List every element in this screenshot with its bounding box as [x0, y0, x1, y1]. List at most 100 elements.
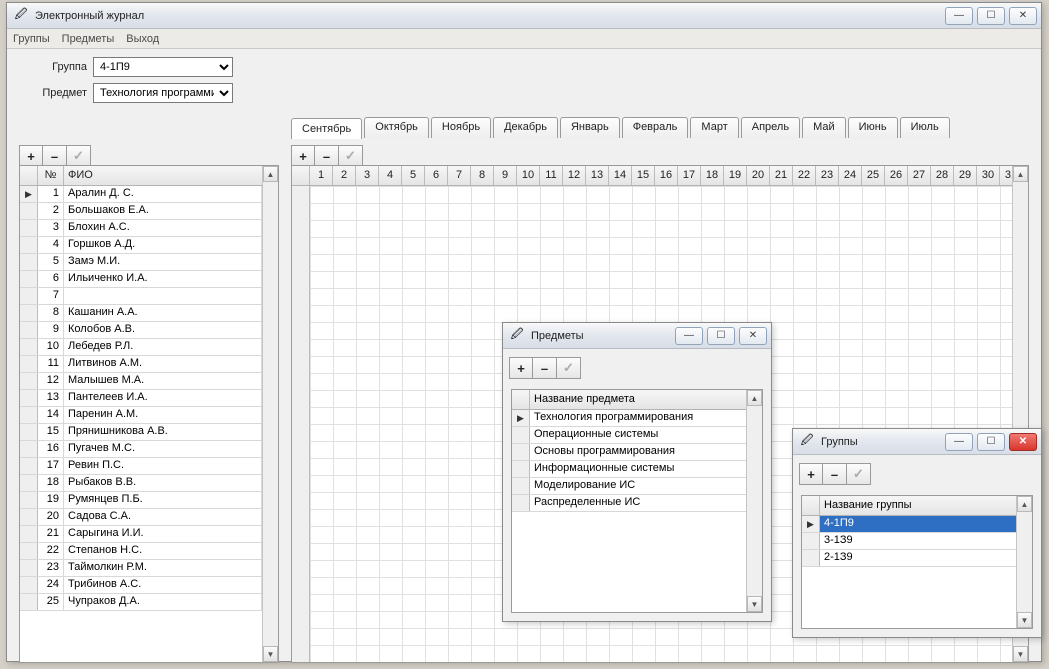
tab-month[interactable]: Сентябрь: [291, 118, 362, 139]
day-header-cell[interactable]: 1: [310, 166, 333, 185]
day-header-cell[interactable]: 8: [471, 166, 494, 185]
table-row[interactable]: 2Большаков Е.А.: [20, 203, 262, 220]
table-row[interactable]: ▶1Аралин Д. С.: [20, 186, 262, 203]
table-row[interactable]: 11Литвинов А.М.: [20, 356, 262, 373]
day-header-cell[interactable]: 28: [931, 166, 954, 185]
day-header-cell[interactable]: 5: [402, 166, 425, 185]
day-header-cell[interactable]: 9: [494, 166, 517, 185]
groups-remove-button[interactable]: –: [823, 463, 847, 485]
table-row[interactable]: 25Чупраков Д.А.: [20, 594, 262, 611]
day-header-cell[interactable]: 3: [356, 166, 379, 185]
table-row[interactable]: 19Румянцев П.Б.: [20, 492, 262, 509]
list-item[interactable]: Операционные системы: [512, 427, 762, 444]
table-row[interactable]: 12Малышев М.А.: [20, 373, 262, 390]
day-header-cell[interactable]: 26: [885, 166, 908, 185]
list-item[interactable]: Моделирование ИС: [512, 478, 762, 495]
list-item[interactable]: Основы программирования: [512, 444, 762, 461]
day-header-cell[interactable]: 24: [839, 166, 862, 185]
right-add-button[interactable]: +: [291, 145, 315, 167]
subjects-scroll-down[interactable]: ▼: [747, 596, 762, 612]
day-header-cell[interactable]: 29: [954, 166, 977, 185]
left-edit-button[interactable]: ✓: [67, 145, 91, 167]
groups-close-button[interactable]: ✕: [1009, 433, 1037, 451]
menu-exit[interactable]: Выход: [126, 33, 159, 45]
day-header-cell[interactable]: 25: [862, 166, 885, 185]
menu-groups[interactable]: Группы: [13, 33, 50, 45]
table-row[interactable]: 6Ильиченко И.А.: [20, 271, 262, 288]
group-combo[interactable]: 4-1П9: [93, 57, 233, 77]
list-item[interactable]: Информационные системы: [512, 461, 762, 478]
day-header-cell[interactable]: 23: [816, 166, 839, 185]
day-header-cell[interactable]: 20: [747, 166, 770, 185]
day-header-cell[interactable]: 11: [540, 166, 563, 185]
day-header-cell[interactable]: 30: [977, 166, 1000, 185]
tab-month[interactable]: Февраль: [622, 117, 689, 138]
table-row[interactable]: 9Колобов А.В.: [20, 322, 262, 339]
groups-scroll-down[interactable]: ▼: [1017, 612, 1032, 628]
table-row[interactable]: 3Блохин А.С.: [20, 220, 262, 237]
day-header-cell[interactable]: 19: [724, 166, 747, 185]
day-header-cell[interactable]: 13: [586, 166, 609, 185]
tab-month[interactable]: Март: [690, 117, 738, 138]
table-row[interactable]: 4Горшков А.Д.: [20, 237, 262, 254]
tab-month[interactable]: Июнь: [848, 117, 898, 138]
table-row[interactable]: 14Паренин А.М.: [20, 407, 262, 424]
groups-maximize-button[interactable]: ☐: [977, 433, 1005, 451]
calendar-scroll-down[interactable]: ▼: [1013, 646, 1028, 662]
minimize-button[interactable]: —: [945, 7, 973, 25]
scroll-down-button[interactable]: ▼: [263, 646, 278, 662]
left-add-button[interactable]: +: [19, 145, 43, 167]
day-header-cell[interactable]: 15: [632, 166, 655, 185]
list-item[interactable]: 3-1З9: [802, 533, 1032, 550]
tab-month[interactable]: Ноябрь: [431, 117, 491, 138]
subject-combo[interactable]: Технология программир: [93, 83, 233, 103]
table-row[interactable]: 18Рыбаков В.В.: [20, 475, 262, 492]
right-edit-button[interactable]: ✓: [339, 145, 363, 167]
groups-minimize-button[interactable]: —: [945, 433, 973, 451]
groups-col-header[interactable]: Название группы: [820, 496, 1032, 515]
subjects-col-header[interactable]: Название предмета: [530, 390, 762, 409]
calendar-scroll-up[interactable]: ▲: [1013, 166, 1028, 182]
table-row[interactable]: 20Садова С.А.: [20, 509, 262, 526]
day-header-cell[interactable]: 22: [793, 166, 816, 185]
maximize-button[interactable]: ☐: [977, 7, 1005, 25]
col-num[interactable]: №: [38, 166, 64, 185]
table-row[interactable]: 16Пугачев М.С.: [20, 441, 262, 458]
subjects-scrollbar[interactable]: ▲ ▼: [746, 390, 762, 612]
students-scrollbar[interactable]: ▲ ▼: [262, 166, 278, 662]
tab-month[interactable]: Декабрь: [493, 117, 558, 138]
menu-subjects[interactable]: Предметы: [62, 33, 115, 45]
groups-scroll-up[interactable]: ▲: [1017, 496, 1032, 512]
groups-edit-button[interactable]: ✓: [847, 463, 871, 485]
table-row[interactable]: 10Лебедев Р.Л.: [20, 339, 262, 356]
day-header-cell[interactable]: 18: [701, 166, 724, 185]
subjects-scroll-up[interactable]: ▲: [747, 390, 762, 406]
subjects-edit-button[interactable]: ✓: [557, 357, 581, 379]
col-fio[interactable]: ФИО: [64, 166, 278, 185]
day-header-cell[interactable]: 27: [908, 166, 931, 185]
day-header-cell[interactable]: 17: [678, 166, 701, 185]
tab-month[interactable]: Май: [802, 117, 846, 138]
left-remove-button[interactable]: –: [43, 145, 67, 167]
subjects-remove-button[interactable]: –: [533, 357, 557, 379]
day-header-cell[interactable]: 2: [333, 166, 356, 185]
groups-scrollbar[interactable]: ▲ ▼: [1016, 496, 1032, 628]
list-item[interactable]: ▶4-1П9: [802, 516, 1032, 533]
day-header-cell[interactable]: 7: [448, 166, 471, 185]
subjects-minimize-button[interactable]: —: [675, 327, 703, 345]
close-button[interactable]: ✕: [1009, 7, 1037, 25]
tab-month[interactable]: Январь: [560, 117, 620, 138]
day-header-cell[interactable]: 12: [563, 166, 586, 185]
table-row[interactable]: 8Кашанин А.А.: [20, 305, 262, 322]
scroll-up-button[interactable]: ▲: [263, 166, 278, 182]
table-row[interactable]: 22Степанов Н.С.: [20, 543, 262, 560]
table-row[interactable]: 5Замэ М.И.: [20, 254, 262, 271]
list-item[interactable]: ▶Технология программирования: [512, 410, 762, 427]
subjects-maximize-button[interactable]: ☐: [707, 327, 735, 345]
table-row[interactable]: 13Пантелеев И.А.: [20, 390, 262, 407]
day-header-cell[interactable]: 4: [379, 166, 402, 185]
subjects-add-button[interactable]: +: [509, 357, 533, 379]
table-row[interactable]: 21Сарыгина И.И.: [20, 526, 262, 543]
day-header-cell[interactable]: 21: [770, 166, 793, 185]
tab-month[interactable]: Октябрь: [364, 117, 429, 138]
